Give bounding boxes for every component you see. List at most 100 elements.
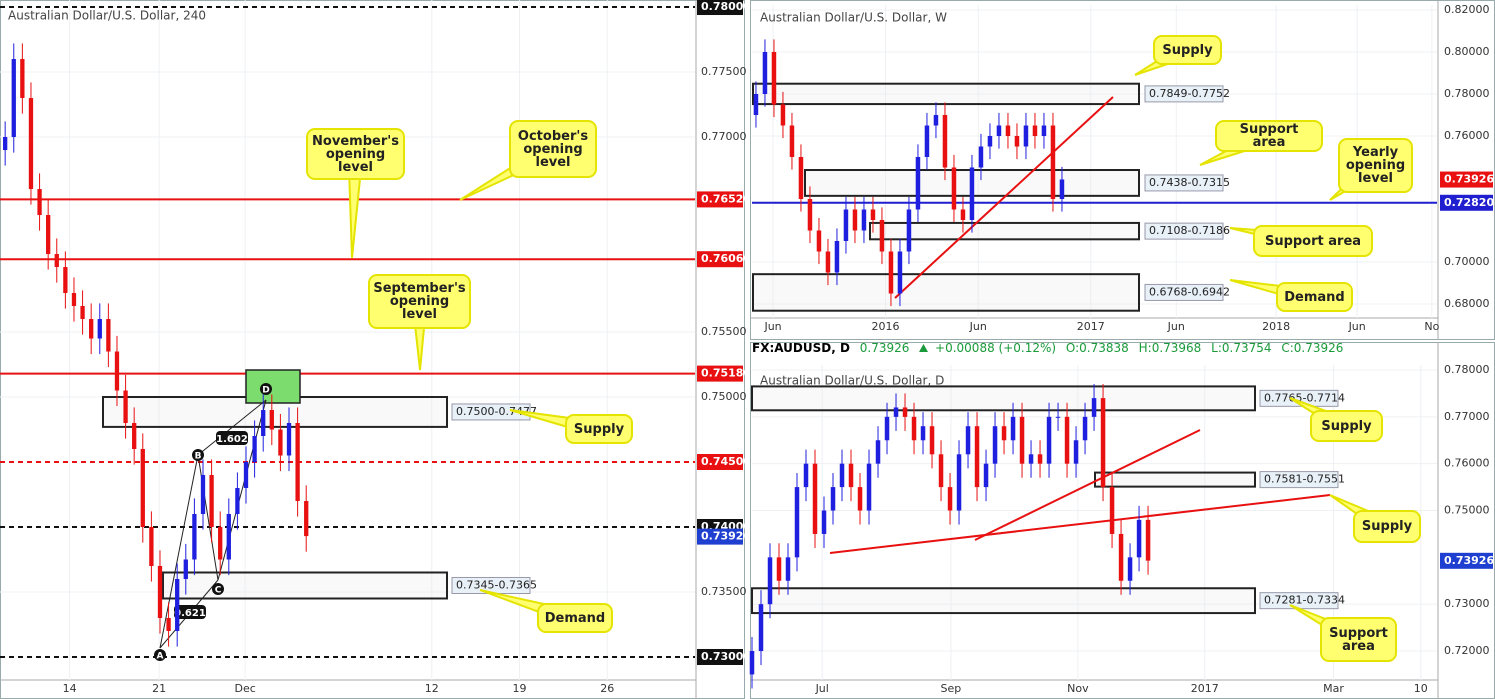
candle-body bbox=[951, 167, 957, 210]
candle-body bbox=[114, 351, 120, 391]
fib-box bbox=[174, 605, 206, 619]
candle-body bbox=[771, 51, 777, 105]
candle-body bbox=[54, 254, 59, 268]
candle-body bbox=[915, 156, 921, 210]
callout: Demand bbox=[537, 603, 613, 633]
pattern-leg bbox=[217, 399, 267, 581]
y-tick-label: 0.75500 bbox=[701, 325, 747, 338]
candle-body bbox=[825, 251, 831, 273]
level-label: 0.74500 bbox=[701, 455, 751, 468]
candle-body bbox=[870, 209, 876, 220]
fib-box bbox=[216, 431, 248, 445]
candle-body bbox=[1118, 533, 1124, 581]
callout: Support area bbox=[1215, 120, 1323, 152]
candle-body bbox=[848, 463, 854, 488]
candle-body bbox=[1136, 519, 1142, 558]
callout: Supply bbox=[1153, 35, 1222, 65]
candle-body bbox=[1032, 125, 1038, 136]
y-tick-label: 0.70000 bbox=[1444, 255, 1490, 268]
x-tick-label: Jun bbox=[1348, 320, 1366, 333]
y-tick-label: 0.77000 bbox=[701, 130, 747, 143]
y-tick-label: 0.80000 bbox=[1444, 45, 1490, 58]
candle-body bbox=[947, 487, 953, 511]
candle-body bbox=[1059, 179, 1065, 199]
candle-body bbox=[767, 557, 773, 605]
candle-body bbox=[209, 474, 214, 527]
candle-body bbox=[295, 423, 300, 501]
panel-frame bbox=[0, 0, 745, 699]
pattern-label: C bbox=[215, 586, 222, 596]
candle-body bbox=[106, 319, 111, 352]
last-price-tag bbox=[1440, 171, 1493, 188]
candle-body bbox=[46, 215, 51, 255]
candle-body bbox=[758, 604, 764, 652]
pattern-point bbox=[260, 383, 272, 395]
candle-body bbox=[1023, 125, 1029, 147]
y-tick-label: 0.76000 bbox=[1444, 129, 1490, 142]
candle-body bbox=[1100, 398, 1106, 488]
candle-body bbox=[929, 426, 935, 455]
pattern-point bbox=[212, 583, 224, 595]
pattern-label: A bbox=[157, 652, 164, 662]
zone bbox=[869, 221, 1140, 241]
x-tick-label: Dec bbox=[234, 682, 255, 695]
candle-body bbox=[924, 125, 930, 157]
zone-label-box bbox=[1259, 389, 1339, 407]
level-label: 0.73000 bbox=[701, 650, 751, 663]
chart-title: Australian Dollar/U.S. Dollar, 240 bbox=[8, 9, 206, 23]
candle-body bbox=[983, 463, 989, 488]
candle-body bbox=[1037, 454, 1043, 464]
candle-body bbox=[1127, 557, 1133, 581]
candle-body bbox=[140, 449, 145, 527]
level-tag bbox=[697, 453, 743, 470]
pattern-label: D bbox=[262, 386, 269, 396]
candle-body bbox=[875, 440, 881, 464]
last-price-tag bbox=[697, 528, 743, 545]
chart-title: Australian Dollar/U.S. Dollar, W bbox=[760, 11, 947, 25]
x-tick-label: Jul bbox=[815, 682, 829, 695]
y-tick-label: 0.72000 bbox=[1444, 644, 1490, 657]
level-tag bbox=[697, 648, 743, 665]
fib-label: 0.621 bbox=[174, 608, 206, 619]
y-tick-label: 0.73500 bbox=[701, 585, 747, 598]
candle-body bbox=[132, 423, 137, 450]
callout: October's opening level bbox=[509, 120, 597, 178]
callout: September's opening level bbox=[368, 274, 471, 329]
level-tag bbox=[697, 251, 743, 268]
candle-body bbox=[157, 565, 163, 618]
candle-body bbox=[192, 513, 197, 560]
candle-body bbox=[911, 416, 917, 441]
callout: November's opening level bbox=[306, 128, 405, 180]
zone-label: 0.6768-0.6942 bbox=[1149, 285, 1230, 298]
x-tick-label: Jun bbox=[969, 320, 987, 333]
candle-body bbox=[794, 487, 800, 558]
completion-box bbox=[245, 369, 301, 404]
level-tag bbox=[697, 0, 743, 16]
candle-body bbox=[1109, 487, 1115, 534]
y-tick-label: 0.77000 bbox=[1444, 410, 1490, 423]
x-tick-label: 2017 bbox=[1077, 320, 1105, 333]
callout: Support area bbox=[1253, 225, 1373, 257]
candle-body bbox=[1145, 519, 1151, 561]
zone-label-box bbox=[1144, 222, 1224, 240]
candle-body bbox=[969, 167, 975, 220]
candle-body bbox=[1050, 125, 1056, 199]
candle-body bbox=[780, 104, 786, 126]
y-tick-label: 0.78000 bbox=[1444, 363, 1490, 376]
candle-body bbox=[938, 454, 944, 488]
candle-body bbox=[200, 474, 206, 514]
candle-body bbox=[753, 93, 759, 115]
callout: Yearly opening level bbox=[1338, 138, 1413, 193]
zone bbox=[751, 385, 1256, 412]
candle-body bbox=[1055, 416, 1061, 418]
candle-body bbox=[243, 461, 249, 488]
candle-body bbox=[852, 209, 858, 231]
candle-body bbox=[1091, 398, 1097, 417]
zone-label: 0.7849-0.7752 bbox=[1149, 87, 1230, 100]
y-tick-label: 0.68000 bbox=[1444, 297, 1490, 310]
candle-body bbox=[123, 390, 128, 424]
candle-body bbox=[218, 526, 223, 560]
level-tag bbox=[1440, 194, 1493, 211]
y-tick-label: 0.78000 bbox=[1444, 87, 1490, 100]
candle-body bbox=[888, 251, 894, 294]
